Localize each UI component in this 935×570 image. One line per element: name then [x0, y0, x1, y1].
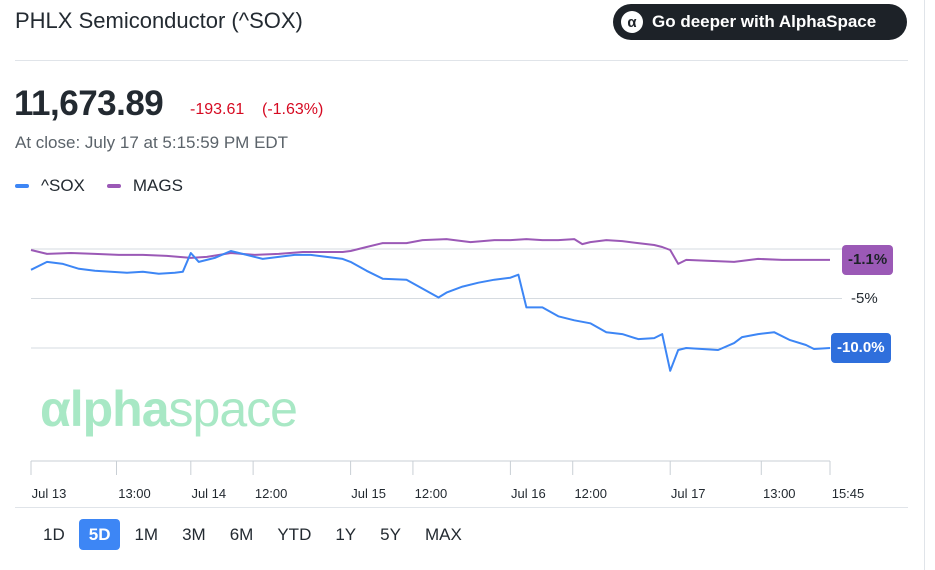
series-line-mags: [30, 238, 830, 265]
range-button-5y[interactable]: 5Y: [380, 525, 401, 544]
range-button-max[interactable]: MAX: [424, 525, 462, 544]
legend-label-sox: ^SOX: [41, 176, 85, 195]
chart-legend: ^SOX MAGS: [15, 176, 205, 196]
range-button-3m[interactable]: 3M: [182, 525, 206, 544]
alphaspace-watermark: αlphaspace: [40, 380, 298, 438]
go-deeper-label: Go deeper with AlphaSpace: [652, 12, 877, 31]
x-axis-tick-label: Jul 14: [191, 486, 227, 501]
x-axis-tick-label: 12:00: [414, 486, 448, 501]
x-axis-tick-label: Jul 16: [511, 486, 546, 501]
legend-swatch-mags: [106, 184, 121, 188]
mags-end-value-tag: -1.1%: [842, 245, 894, 275]
watermark-light: space: [168, 381, 298, 437]
range-button-5d[interactable]: 5D: [78, 519, 121, 550]
range-button-1m[interactable]: 1M: [134, 525, 159, 544]
alpha-icon: α: [621, 11, 643, 33]
range-button-1y[interactable]: 1Y: [335, 525, 357, 544]
close-timestamp: At close: July 17 at 5:15:59 PM EDT: [15, 133, 289, 152]
comparison-chart[interactable]: [0, 200, 935, 480]
x-axis-tick-label: Jul 17: [670, 486, 706, 501]
range-button-6m[interactable]: 6M: [229, 525, 254, 544]
x-axis-tick-label: Jul 13: [31, 486, 67, 501]
legend-label-mags: MAGS: [132, 176, 183, 195]
x-axis-tick-label: 12:00: [574, 486, 607, 501]
price-change: -193.61: [190, 101, 245, 118]
legend-swatch-sox: [15, 184, 29, 188]
x-axis-tick-label: 15:45: [831, 486, 865, 501]
legend-item-mags[interactable]: MAGS: [106, 176, 183, 196]
page-title: PHLX Semiconductor (^SOX): [15, 8, 303, 33]
footer-divider: [15, 507, 908, 508]
go-deeper-button[interactable]: α Go deeper with AlphaSpace: [613, 4, 907, 40]
price-change-percent: (-1.63%): [262, 101, 324, 118]
x-axis-tick-label: 12:00: [254, 486, 288, 501]
x-axis-tick-label: 13:00: [763, 486, 796, 501]
series-line-sox: [30, 250, 831, 372]
range-button-1d[interactable]: 1D: [43, 525, 65, 544]
sox-end-value-tag: -10.0%: [831, 333, 891, 363]
time-range-selector: 1D 5D 1M 3M 6M YTD 1Y 5Y MAX: [33, 519, 476, 550]
header-divider: [15, 60, 908, 61]
legend-item-sox[interactable]: ^SOX: [15, 176, 85, 196]
reference-label-minus-5: -5%: [851, 290, 878, 307]
range-button-ytd[interactable]: YTD: [277, 525, 312, 544]
watermark-bold: αlpha: [40, 381, 170, 437]
x-axis-tick-label: Jul 15: [351, 486, 386, 501]
x-axis-tick-label: 13:00: [118, 486, 151, 501]
current-price: 11,673.89: [14, 84, 164, 123]
